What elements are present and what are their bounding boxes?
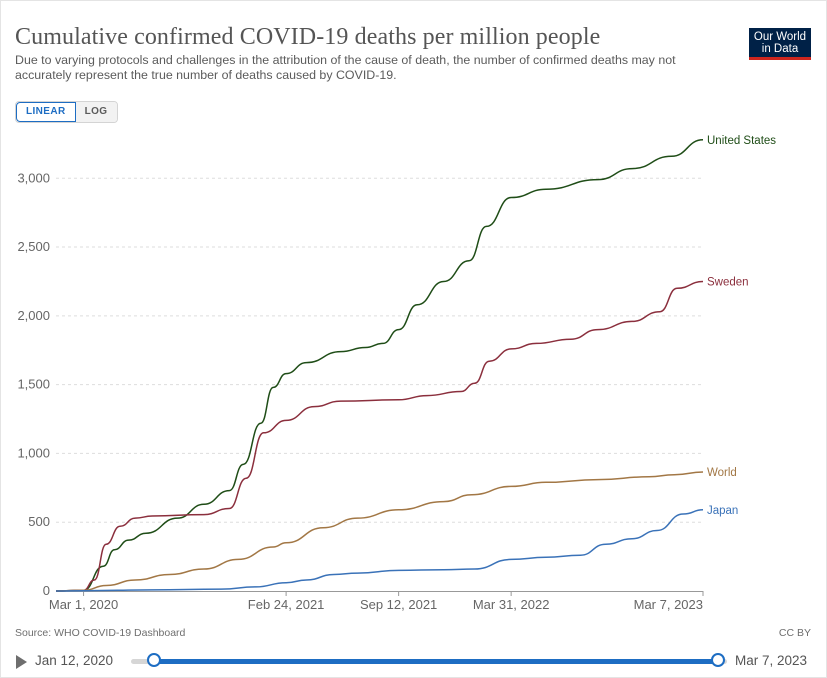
play-icon[interactable] [16, 655, 27, 669]
x-tick-label: Feb 24, 2021 [248, 597, 325, 612]
linear-scale-button[interactable]: LINEAR [16, 102, 76, 122]
series-line-united-states [55, 139, 704, 592]
logo-line-2: in Data [761, 43, 799, 55]
series-line-world [55, 471, 704, 592]
timeline-selection [156, 659, 719, 664]
series-label-japan: Japan [707, 505, 738, 517]
y-tick-label: 0 [43, 583, 50, 598]
logo-line-1: Our World [753, 31, 807, 43]
license-label[interactable]: CC BY [778, 627, 811, 639]
series-label-united-states: United States [707, 135, 776, 147]
series-line-japan [55, 509, 704, 592]
timeline-start-handle[interactable] [147, 653, 161, 667]
y-tick-label: 1,000 [17, 445, 50, 460]
timeline-start-label: Jan 12, 2020 [35, 653, 114, 668]
x-tick-label: Mar 1, 2020 [49, 597, 118, 612]
chart-title: Cumulative confirmed COVID-19 deaths per… [15, 24, 601, 50]
y-tick-label: 2,000 [17, 308, 50, 323]
chart-subtitle: Due to varying protocols and challenges … [15, 53, 676, 82]
timeline-end-label: Mar 7, 2023 [735, 653, 808, 668]
x-tick-label: Mar 31, 2022 [473, 597, 550, 612]
scale-toggle: LINEAR LOG [15, 101, 118, 123]
series-line-sweden [55, 280, 704, 592]
source-note[interactable]: Source: WHO COVID-19 Dashboard [15, 627, 186, 639]
timeline-end-handle[interactable] [711, 653, 725, 667]
log-scale-button[interactable]: LOG [75, 102, 117, 122]
series-label-sweden: Sweden [707, 276, 749, 288]
owid-logo[interactable]: Our World in Data [749, 28, 811, 60]
series-label-world: World [707, 467, 737, 479]
y-tick-label: 2,500 [17, 239, 50, 254]
y-tick-label: 1,500 [17, 377, 50, 392]
line-chart: 0 500 1,000 1,500 2,000 2,500 3,000 Mar 1, 2020… [17, 135, 776, 612]
y-tick-label: 500 [28, 514, 50, 529]
timeline: Jan 12, 2020 Mar 7, 2023 [0, 648, 827, 676]
y-tick-label: 3,000 [17, 170, 50, 185]
x-tick-label: Sep 12, 2021 [360, 597, 437, 612]
x-tick-label: Mar 7, 2023 [634, 597, 703, 612]
